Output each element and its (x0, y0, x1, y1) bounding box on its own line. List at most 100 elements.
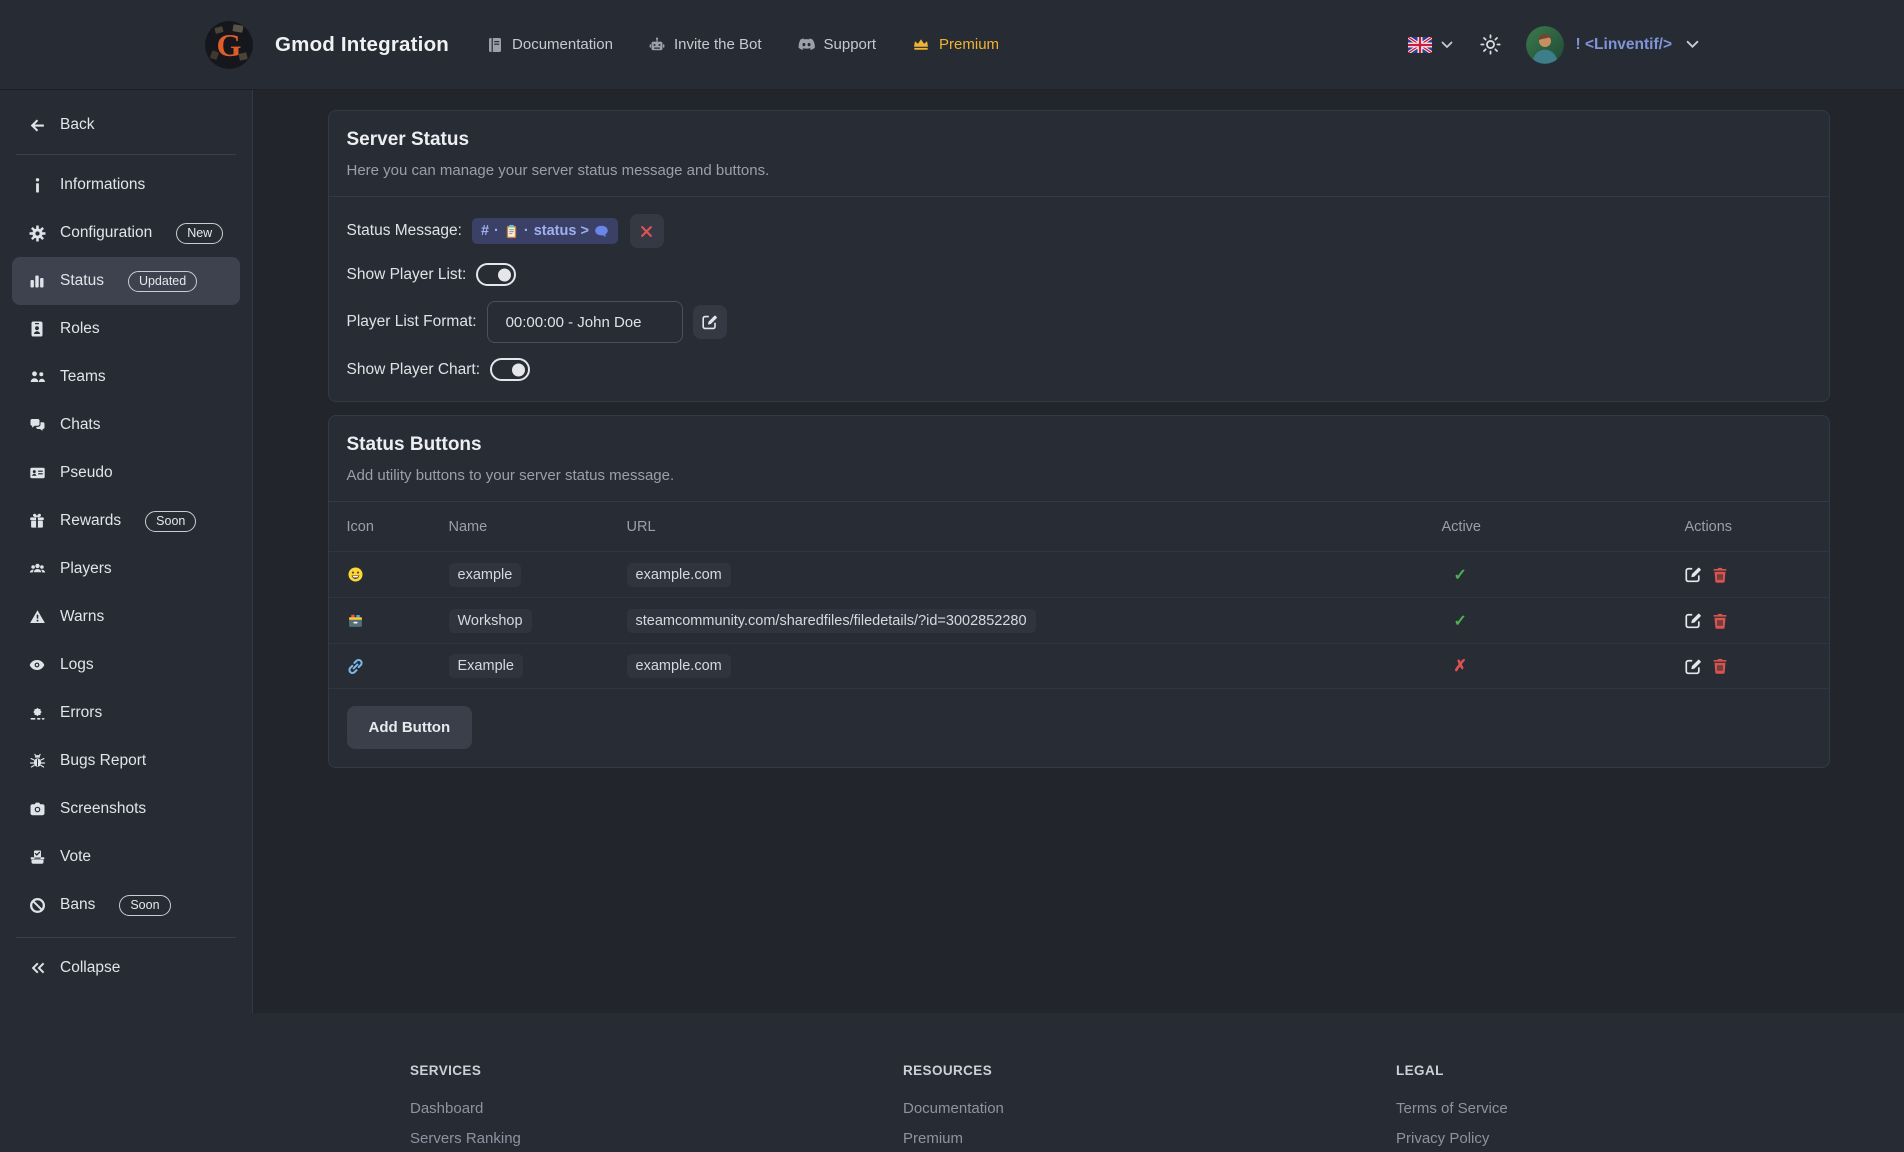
burst-icon (28, 705, 46, 721)
show-player-chart-toggle[interactable] (490, 358, 531, 381)
separator-dot: · (523, 223, 529, 239)
footer-heading: LEGAL (1396, 1063, 1444, 1078)
button-name: Workshop (448, 608, 532, 633)
column-header-actions: Actions (1684, 518, 1733, 535)
footer-link-servers-ranking[interactable]: Servers Ranking (410, 1130, 521, 1147)
trash-icon (1713, 658, 1726, 674)
pencil-square-icon (1684, 567, 1701, 583)
card-header: Status Buttons Add utility buttons to yo… (328, 416, 1829, 502)
footer-column-resources: RESOURCES Documentation Premium Support (903, 1063, 1396, 1152)
soon-badge: Soon (119, 894, 171, 916)
sidebar-item-rewards[interactable]: Rewards Soon (0, 497, 252, 545)
nav-documentation[interactable]: Documentation (487, 36, 613, 54)
section-title: Status Buttons (346, 434, 482, 455)
column-header-name: Name (448, 518, 488, 535)
edit-button[interactable] (1684, 612, 1702, 629)
camera-icon (28, 801, 46, 817)
status-channel-pill[interactable]: # · · status > (471, 218, 618, 244)
player-list-format-label: Player List Format: (346, 313, 477, 330)
footer-link-terms[interactable]: Terms of Service (1396, 1100, 1508, 1117)
sidebar-item-bans[interactable]: Bans Soon (0, 881, 252, 929)
footer-heading: SERVICES (410, 1063, 482, 1078)
card-header: Server Status Here you can manage your s… (328, 111, 1829, 197)
sidebar-item-screenshots[interactable]: Screenshots (0, 785, 252, 833)
edit-button[interactable] (1684, 566, 1702, 583)
page-title: Server Status (346, 129, 470, 150)
edit-button[interactable] (1684, 658, 1702, 675)
clear-channel-button[interactable] (629, 214, 664, 248)
sidebar-item-label: Teams (60, 368, 106, 385)
add-button[interactable]: Add Button (346, 706, 473, 749)
info-icon (28, 177, 46, 193)
sidebar-item-informations[interactable]: Informations (0, 161, 252, 209)
delete-button[interactable] (1712, 658, 1728, 674)
trash-icon (1713, 567, 1726, 583)
close-icon (641, 225, 653, 237)
user-menu-chevron-down-icon[interactable] (1686, 40, 1699, 49)
footer-column-legal: LEGAL Terms of Service Privacy Policy (1396, 1063, 1889, 1152)
separator-dot: · (494, 223, 499, 239)
footer-link-dashboard[interactable]: Dashboard (410, 1100, 484, 1117)
sidebar-item-roles[interactable]: Roles (0, 305, 252, 353)
card-subtitle: Here you can manage your server status m… (346, 162, 770, 179)
show-player-list-label: Show Player List: (346, 265, 467, 283)
card-file-box-emoji (347, 612, 449, 629)
brand[interactable]: G Gmod Integration (205, 20, 450, 69)
delete-button[interactable] (1712, 613, 1728, 629)
divider (16, 937, 236, 938)
edit-format-button[interactable] (692, 305, 727, 339)
sidebar-back[interactable]: Back (0, 102, 252, 148)
sidebar-item-label: Roles (60, 320, 100, 337)
discord-icon (798, 36, 815, 53)
toggle-knob (512, 363, 526, 376)
active-check: ✓ (1453, 612, 1467, 630)
button-url: steamcommunity.com/sharedfiles/filedetai… (626, 608, 1036, 633)
table-row: Workshop steamcommunity.com/sharedfiles/… (328, 597, 1829, 643)
nav-support[interactable]: Support (798, 36, 876, 54)
sidebar-item-label: Bans (60, 896, 96, 913)
gmod-logo-icon: G (205, 20, 253, 69)
table-row: Example example.com ✗ (328, 643, 1829, 689)
updated-badge: Updated (127, 270, 198, 292)
user-avatar[interactable] (1525, 25, 1564, 64)
sidebar-item-configuration[interactable]: Configuration New (0, 209, 252, 257)
new-badge: New (176, 222, 224, 244)
robot-icon (649, 37, 665, 53)
sidebar-item-vote[interactable]: Vote (0, 833, 252, 881)
footer-link-premium[interactable]: Premium (903, 1130, 964, 1147)
sidebar-collapse[interactable]: Collapse (0, 944, 252, 992)
toggle-knob (498, 268, 512, 281)
sidebar: Back Informations Configuration New (0, 90, 253, 1013)
sidebar-item-pseudo[interactable]: Pseudo (0, 449, 252, 497)
theme-toggle-sun-icon[interactable] (1479, 34, 1501, 55)
footer-link-privacy[interactable]: Privacy Policy (1396, 1130, 1490, 1147)
clipboard-emoji (504, 224, 519, 239)
nav-premium[interactable]: Premium (912, 36, 999, 54)
sidebar-item-status[interactable]: Status Updated (12, 257, 240, 305)
active-check: ✓ (1453, 566, 1467, 584)
book-icon (487, 37, 503, 53)
sidebar-item-players[interactable]: Players (0, 545, 252, 593)
delete-button[interactable] (1712, 567, 1728, 583)
username[interactable]: ! <Linventif/> (1575, 35, 1672, 53)
sidebar-item-warns[interactable]: Warns (0, 593, 252, 641)
trash-icon (1713, 613, 1726, 629)
sidebar-item-logs[interactable]: Logs (0, 641, 252, 689)
crown-icon (912, 36, 930, 54)
nav-invite-the-bot[interactable]: Invite the Bot (649, 36, 762, 54)
divider (16, 154, 236, 155)
id-badge-icon (28, 321, 46, 337)
language-selector[interactable] (1407, 36, 1453, 53)
sidebar-item-label: Chats (60, 416, 101, 433)
footer-link-documentation[interactable]: Documentation (903, 1100, 1004, 1117)
app-title: Gmod Integration (275, 32, 450, 56)
sidebar-item-bugs-report[interactable]: Bugs Report (0, 737, 252, 785)
link-emoji (347, 658, 449, 675)
sidebar-item-teams[interactable]: Teams (0, 353, 252, 401)
sidebar-item-errors[interactable]: Errors (0, 689, 252, 737)
player-list-format-input[interactable] (486, 301, 683, 343)
sidebar-item-chats[interactable]: Chats (0, 401, 252, 449)
speech-balloon-emoji (594, 224, 609, 239)
show-player-list-toggle[interactable] (476, 263, 517, 286)
